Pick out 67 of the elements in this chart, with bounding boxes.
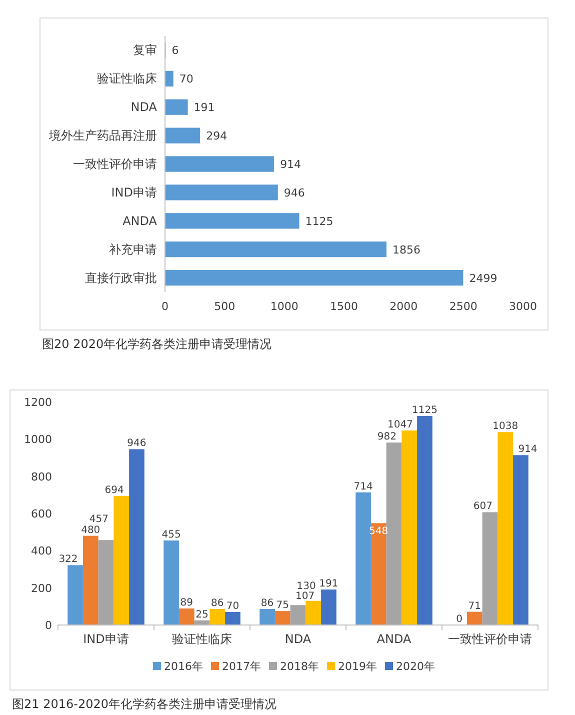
data-label: 70 (179, 72, 194, 86)
data-label: 294 (206, 130, 228, 143)
x-tick-label: ANDA (376, 632, 412, 646)
x-tick-label: 验证性临床 (172, 632, 232, 646)
data-label: 946 (284, 186, 305, 200)
data-label: 86 (260, 598, 274, 610)
caption: 图20 2020年化学药各类注册申请受理情况 (42, 337, 272, 351)
x-tick-label: 1500 (330, 300, 358, 313)
data-label: 191 (194, 101, 215, 114)
data-label: 914 (518, 444, 538, 456)
y-tick-label: NDA (130, 100, 158, 114)
y-tick-label: 补充申请 (109, 242, 157, 256)
y-tick-label: 一致性评价申请 (73, 157, 157, 171)
data-label: 107 (295, 591, 315, 602)
data-label: 1125 (305, 214, 334, 228)
y-tick-label: 600 (31, 508, 52, 520)
data-label: 191 (319, 578, 338, 590)
data-label: 86 (210, 598, 224, 610)
y-tick-label: 境外生产药品再注册 (48, 128, 157, 143)
data-label: 694 (104, 485, 124, 496)
data-label: 982 (377, 432, 397, 443)
data-label: 75 (276, 600, 290, 612)
data-label: 1038 (492, 421, 518, 432)
data-label: 1047 (387, 419, 413, 430)
y-tick-label: 验证性临床 (97, 72, 157, 86)
caption: 图21 2016-2020年化学药各类注册申请受理情况 (12, 697, 276, 711)
y-tick-label: 200 (31, 582, 52, 595)
data-label: 1125 (412, 404, 438, 416)
legend-label: 2019年 (338, 660, 377, 673)
x-tick-label: 500 (214, 300, 236, 313)
x-tick-label: 一致性评价申请 (448, 632, 532, 646)
y-tick-label: IND申请 (111, 185, 157, 200)
data-label: 0 (456, 614, 462, 625)
data-label: 2499 (469, 272, 498, 285)
data-label: 455 (162, 529, 181, 540)
y-tick-label: ANDA (122, 214, 158, 228)
x-tick-label: 2000 (390, 300, 418, 313)
data-label: 25 (196, 609, 208, 620)
data-label: 457 (89, 514, 109, 526)
legend-label: 2018年 (280, 660, 319, 673)
data-label: 70 (226, 600, 240, 612)
data-label: 130 (296, 580, 316, 592)
data-label: 71 (468, 600, 482, 612)
data-label: 6 (172, 44, 179, 58)
y-tick-label: 1000 (24, 433, 52, 446)
y-tick-label: 复审 (133, 43, 157, 58)
data-label: 322 (58, 554, 78, 566)
x-tick-label: 0 (162, 300, 168, 313)
data-label: 1856 (392, 243, 420, 256)
x-tick-label: 2500 (449, 300, 478, 313)
x-tick-label: 1000 (270, 300, 298, 313)
y-tick-label: 0 (45, 619, 52, 632)
legend-label: 2017年 (222, 660, 261, 673)
data-label: 607 (473, 501, 493, 512)
data-label: 946 (127, 438, 146, 450)
y-tick-label: 400 (31, 544, 52, 558)
y-tick-label: 1200 (24, 396, 52, 409)
data-label: 714 (354, 481, 373, 492)
legend-label: 2020年 (396, 660, 435, 673)
legend-label: 2016年 (164, 660, 203, 673)
data-label: 89 (180, 597, 194, 608)
data-label: 914 (280, 158, 302, 171)
y-tick-label: 800 (31, 470, 52, 484)
x-tick-label: NDA (284, 632, 312, 646)
data-label: 480 (81, 524, 100, 536)
y-tick-label: 直接行政审批 (85, 270, 157, 285)
x-tick-label: 3000 (509, 300, 537, 313)
